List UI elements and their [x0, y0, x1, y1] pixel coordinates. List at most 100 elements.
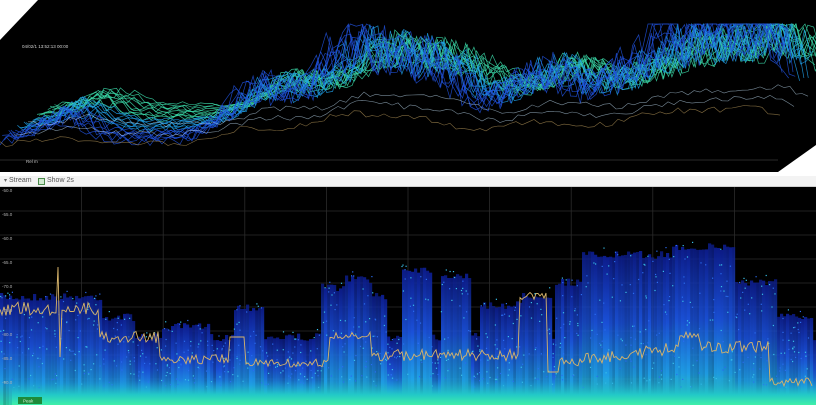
density-column	[390, 340, 394, 405]
density-column	[12, 299, 16, 405]
density-speck	[593, 262, 595, 264]
density-column	[138, 336, 142, 405]
density-column	[597, 256, 601, 405]
density-speck	[239, 329, 241, 331]
density-speck	[713, 299, 715, 301]
density-column	[366, 279, 370, 405]
density-speck	[625, 360, 627, 362]
density-speck	[634, 338, 636, 340]
density-speck	[611, 296, 613, 298]
density-speck	[443, 281, 445, 283]
density-speck	[287, 351, 289, 353]
density-column	[669, 257, 673, 405]
waterfall-accent-trace	[27, 84, 809, 128]
waterfall-3d-view[interactable]: 04/02/1 13:52:13 00:00 Rel m	[0, 0, 816, 176]
density-speck	[479, 350, 481, 352]
stream-option[interactable]: ▾ Stream	[4, 176, 32, 186]
density-column	[459, 275, 463, 405]
density-speck	[562, 282, 564, 284]
density-speck	[350, 331, 353, 333]
density-speck	[277, 364, 279, 366]
waterfall-trace	[28, 23, 809, 126]
density-column	[657, 256, 661, 405]
density-column	[618, 256, 622, 405]
density-speck	[384, 315, 386, 317]
density-speck	[590, 337, 592, 339]
density-column	[15, 298, 19, 405]
density-speck	[751, 297, 753, 299]
density-speck	[293, 361, 295, 363]
density-speck	[739, 281, 741, 284]
density-column	[729, 247, 733, 405]
density-speck	[437, 362, 439, 364]
density-speck	[351, 275, 353, 277]
density-speck	[723, 290, 725, 292]
density-speck	[767, 338, 769, 340]
spectrum-density-view[interactable]: -50.0 -55.0 -60.0 -65.0 -70.0 -75.0 -80.…	[0, 187, 816, 405]
density-speck	[698, 328, 701, 330]
density-speck	[504, 348, 506, 350]
density-column	[387, 336, 391, 405]
density-column	[150, 339, 154, 405]
density-speck	[353, 275, 355, 277]
density-column	[279, 339, 283, 405]
density-speck	[793, 327, 795, 329]
density-speck	[60, 296, 62, 298]
density-speck	[124, 318, 126, 320]
density-speck	[587, 282, 589, 284]
density-speck	[487, 359, 489, 361]
density-speck	[420, 276, 422, 278]
density-column	[249, 310, 253, 405]
density-column	[210, 334, 214, 405]
density-speck	[673, 256, 675, 258]
density-speck	[780, 352, 782, 354]
density-column	[183, 323, 187, 405]
peak-marker[interactable]	[18, 397, 42, 404]
density-speck	[447, 358, 449, 360]
density-speck	[467, 293, 469, 295]
density-speck	[740, 297, 742, 299]
density-speck	[459, 367, 461, 369]
density-speck	[4, 368, 6, 370]
density-speck	[353, 317, 355, 319]
density-column	[18, 299, 22, 405]
show-option[interactable]: Show 2s	[38, 176, 74, 186]
density-speck	[272, 343, 274, 345]
density-speck	[476, 338, 478, 340]
density-speck	[97, 324, 99, 326]
density-speck	[311, 377, 313, 379]
density-column	[156, 333, 160, 405]
density-speck	[691, 306, 694, 308]
density-speck	[800, 357, 802, 360]
density-speck	[376, 336, 378, 338]
density-column	[339, 288, 343, 405]
density-speck	[722, 369, 724, 371]
density-column	[624, 254, 628, 405]
density-column	[99, 299, 103, 405]
density-speck	[683, 276, 685, 278]
density-speck	[496, 339, 498, 341]
density-column	[216, 340, 220, 405]
density-column	[432, 334, 436, 405]
density-speck	[160, 349, 162, 351]
density-column	[540, 297, 544, 405]
density-speck	[108, 311, 110, 313]
checkbox-icon[interactable]	[38, 177, 45, 185]
density-speck	[739, 369, 741, 371]
y-tick-label: -80.0	[2, 332, 13, 337]
density-speck	[169, 372, 171, 375]
density-column	[654, 258, 658, 405]
density-column	[420, 267, 424, 405]
y-tick-label: -70.0	[2, 284, 13, 289]
density-column	[765, 284, 769, 405]
density-speck	[686, 324, 688, 326]
density-speck	[620, 338, 622, 340]
density-speck	[137, 344, 139, 346]
density-speck	[528, 353, 530, 355]
density-speck	[698, 372, 700, 374]
density-column	[378, 296, 382, 405]
density-speck	[605, 372, 607, 374]
density-speck	[55, 346, 57, 348]
density-speck	[594, 313, 596, 315]
density-speck	[66, 290, 68, 292]
